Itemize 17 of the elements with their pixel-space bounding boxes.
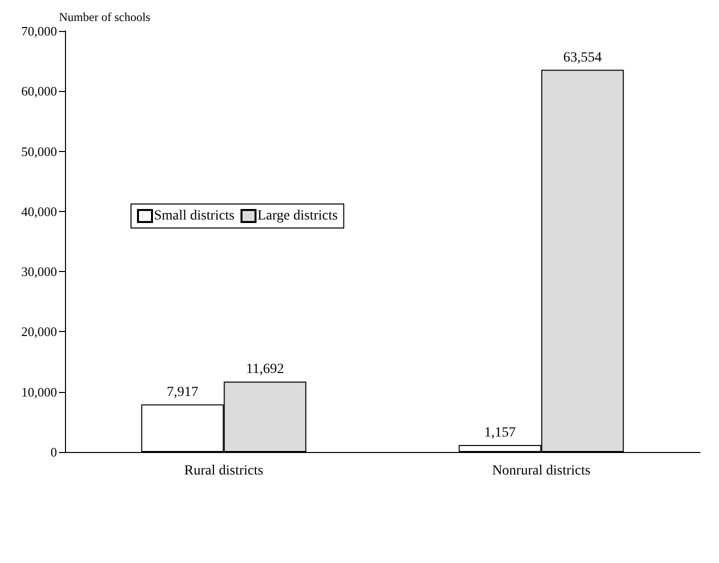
y-tick-label: 40,000 <box>21 204 57 219</box>
data-label: 11,692 <box>246 362 284 378</box>
y-tick-label: 50,000 <box>21 144 57 159</box>
data-label: 1,157 <box>484 426 516 441</box>
x-tick-label: Nonrural districts <box>492 464 590 478</box>
y-axis-title: Number of schools <box>59 10 151 24</box>
data-label: 7,917 <box>166 384 198 400</box>
y-tick-label: 10,000 <box>21 384 57 400</box>
y-tick-label: 30,000 <box>21 264 57 280</box>
legend-label: Large districts <box>258 208 338 224</box>
x-tick-label: Rural districts <box>184 464 264 478</box>
y-tick-label: 70,000 <box>21 24 57 38</box>
y-tick-label: 20,000 <box>21 324 57 340</box>
data-label: 63,554 <box>563 50 602 66</box>
y-tick-label: 0 <box>50 444 57 460</box>
y-tick-label: 60,000 <box>21 84 57 99</box>
legend-label: Small districts <box>154 208 234 224</box>
